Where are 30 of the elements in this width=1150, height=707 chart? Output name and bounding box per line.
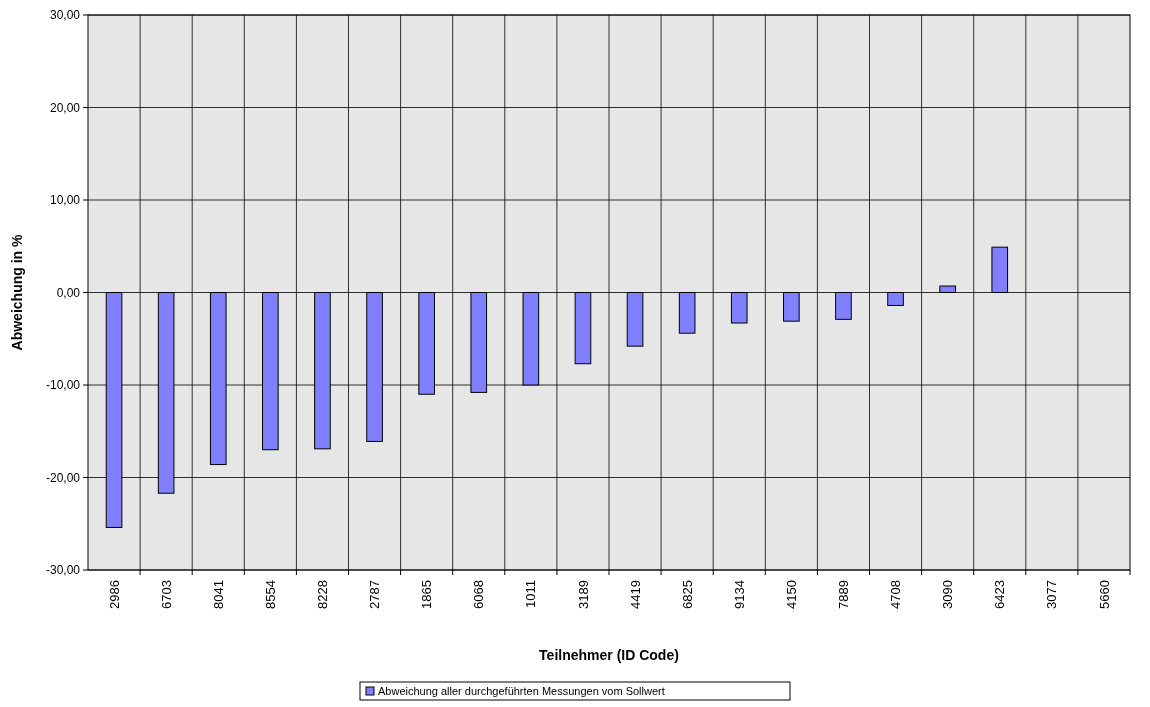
x-tick-label: 4419 [627,580,643,609]
y-tick-label: -10,00 [45,378,81,393]
x-tick-label: 6703 [158,580,174,609]
x-tick-label: 9134 [731,580,747,609]
x-axis-title: Teilnehmer (ID Code) [539,647,679,663]
y-tick-label: 0,00 [56,285,81,300]
y-tick-label: 30,00 [49,8,81,23]
x-tick-label: 3077 [1044,580,1060,609]
x-tick-label: 4150 [783,580,799,609]
x-tick-label: 6825 [679,580,695,609]
x-tick-label: 3189 [575,580,591,609]
x-tick-label: 2986 [106,580,122,609]
x-tick-label: 7889 [836,580,851,609]
x-tick-label: 3090 [940,580,956,609]
x-tick-label: 4708 [888,580,904,609]
x-tick-label: 8228 [315,580,330,609]
x-tick-label: 2787 [367,580,383,609]
legend-label: Abweichung aller durchgeführten Messungen vom Sollwert [378,684,665,697]
x-tick-label: 8554 [262,580,278,609]
x-tick-label: 1011 [523,580,539,608]
x-tick-label: 6068 [471,580,487,609]
y-tick-label: 20,00 [49,100,81,115]
x-tick-label: 8041 [210,580,226,609]
y-axis-title: Abweichung in % [9,234,25,351]
x-tick-label: 1865 [419,580,435,609]
y-tick-label: 10,00 [49,193,81,208]
x-tick-label: 5660 [1096,580,1112,609]
y-tick-label: -30,00 [45,563,81,578]
y-tick-label: -20,00 [45,470,81,485]
x-tick-label: 6423 [992,580,1008,609]
